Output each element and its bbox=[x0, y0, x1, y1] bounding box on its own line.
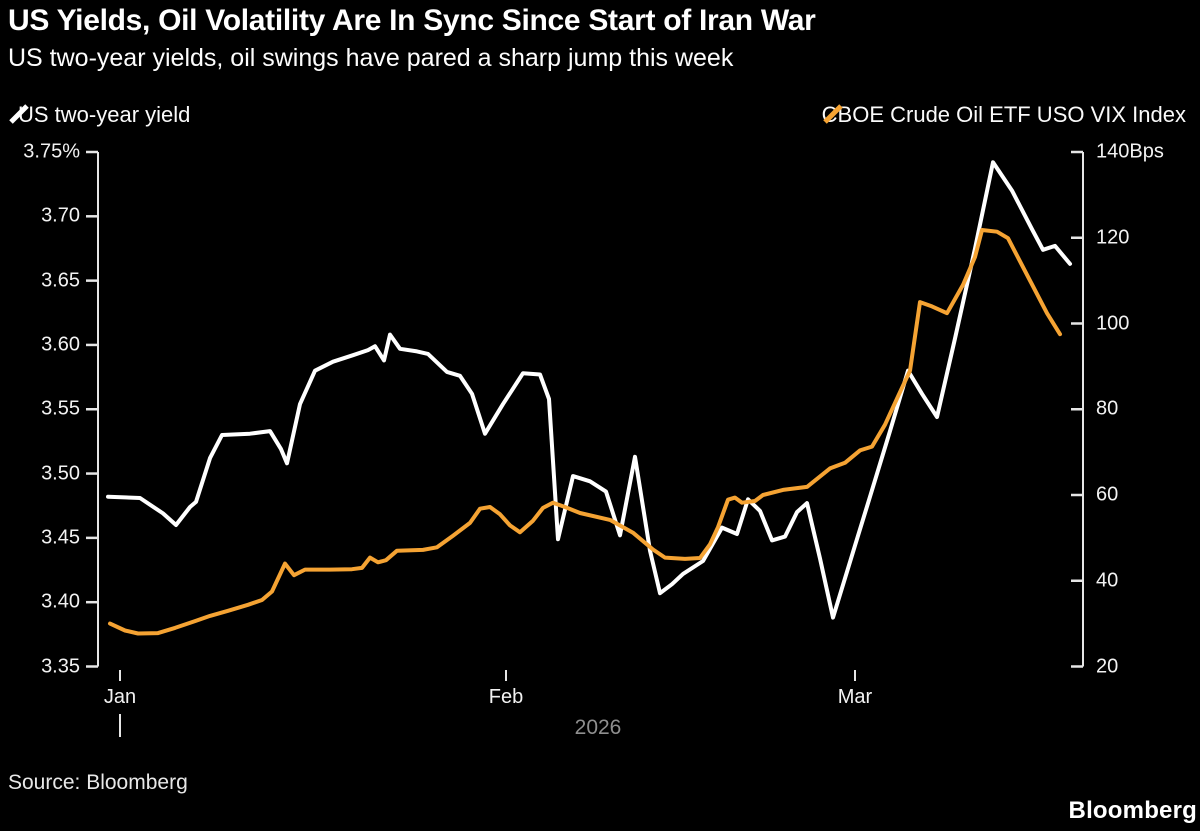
x-axis-year-label: 2026 bbox=[574, 716, 622, 739]
left-axis-tick-label: 3.50 bbox=[41, 462, 80, 485]
x-axis-month-label: Mar bbox=[837, 686, 873, 708]
x-axis-month-label: Jan bbox=[103, 686, 137, 708]
left-axis-tick-label: 3.60 bbox=[41, 333, 80, 356]
chart-subtitle: US two-year yields, oil swings have pare… bbox=[8, 44, 734, 72]
left-axis-tick-label: 3.65 bbox=[41, 269, 80, 292]
right-axis-tick-label: 20 bbox=[1096, 655, 1119, 677]
right-axis-tick-label: 120 bbox=[1096, 226, 1130, 249]
legend-right-series: CBOE Crude Oil ETF USO VIX Index bbox=[822, 102, 1196, 128]
legend-right-label: CBOE Crude Oil ETF USO VIX Index bbox=[821, 102, 1186, 127]
right-axis-tick-label: 60 bbox=[1096, 483, 1119, 506]
right-axis-tick-label: 80 bbox=[1096, 397, 1119, 420]
oil-vix-line-series bbox=[108, 228, 1062, 636]
right-axis-tick-label: 100 bbox=[1096, 312, 1130, 334]
x-axis-month-label: Feb bbox=[488, 686, 524, 708]
right-axis-tick-label: 140Bps bbox=[1096, 140, 1164, 163]
left-axis-tick-label: 3.75% bbox=[23, 140, 80, 163]
right-axis-tick-label: 40 bbox=[1096, 569, 1119, 592]
left-axis-tick-label: 3.40 bbox=[41, 590, 80, 613]
source-note: Source: Bloomberg bbox=[8, 771, 188, 794]
legend-left-label: US two-year yield bbox=[18, 102, 191, 127]
left-axis-tick-label: 3.55 bbox=[41, 397, 80, 420]
chart-title: US Yields, Oil Volatility Are In Sync Si… bbox=[8, 4, 816, 37]
left-axis-tick-label: 3.35 bbox=[41, 655, 80, 677]
left-axis-tick-label: 3.45 bbox=[41, 526, 80, 549]
left-axis-tick-label: 3.70 bbox=[41, 204, 80, 227]
bloomberg-logo: Bloomberg bbox=[1068, 797, 1197, 824]
yield-line-series bbox=[106, 160, 1072, 620]
legend-left-series: US two-year yield bbox=[8, 102, 190, 128]
